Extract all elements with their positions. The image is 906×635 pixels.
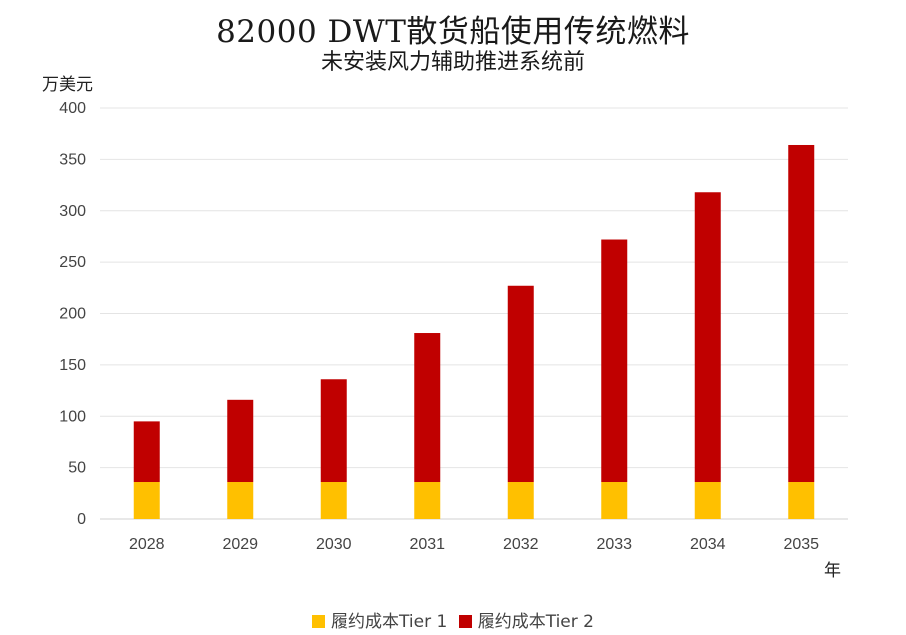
bar-tier2: [601, 239, 628, 483]
bar-tier1: [788, 482, 815, 519]
x-tick-label: 2033: [596, 536, 632, 553]
x-tick-label: 2031: [409, 536, 445, 553]
x-tick-label: 2034: [690, 536, 726, 553]
y-tick-label: 200: [59, 306, 86, 323]
legend-item-tier1: 履约成本Tier 1: [312, 607, 447, 632]
x-tick-label: 2035: [783, 536, 819, 553]
x-tick-label: 2028: [129, 536, 165, 553]
bar-tier1: [320, 482, 347, 519]
y-tick-label: 300: [59, 203, 86, 220]
y-tick-label: 0: [77, 511, 86, 528]
legend-swatch-tier2: [458, 615, 472, 628]
y-tick-label: 400: [59, 100, 86, 117]
x-tick-label: 2030: [316, 536, 352, 553]
legend-item-tier2: 履约成本Tier 2: [458, 607, 594, 632]
bar-tier2: [320, 379, 347, 483]
bar-tier1: [227, 482, 254, 519]
x-tick-label: 2032: [503, 536, 539, 553]
bar-tier2: [694, 192, 721, 483]
y-axis-label: 万美元: [42, 75, 93, 95]
bar-tier2: [507, 285, 534, 483]
bar-tier2: [227, 399, 254, 483]
chart-subtitle: 未安装风力辅助推进系统前: [320, 50, 585, 75]
y-tick-label: 250: [59, 254, 86, 271]
bar-tier1: [414, 482, 441, 519]
bar-tier2: [133, 421, 160, 483]
bar-tier2: [788, 144, 815, 483]
x-axis-label: 年: [824, 561, 841, 581]
y-tick-label: 50: [68, 460, 86, 477]
bar-tier2: [414, 333, 441, 483]
bar-tier1: [507, 482, 534, 519]
legend-label-tier1: 履约成本Tier 1: [331, 612, 448, 632]
y-tick-label: 150: [59, 357, 86, 374]
chart-title: 82000 DWT散货船使用传统燃料: [216, 14, 690, 50]
legend-label-tier2: 履约成本Tier 2: [477, 612, 594, 632]
bar-tier1: [601, 482, 628, 519]
y-tick-label: 100: [59, 408, 86, 425]
bar-tier1: [133, 482, 160, 519]
y-tick-label: 350: [59, 151, 86, 168]
legend: 履约成本Tier 1 履约成本Tier 2: [0, 607, 906, 632]
legend-swatch-tier1: [312, 615, 326, 628]
bar-tier1: [694, 482, 721, 519]
x-tick-label: 2029: [222, 536, 258, 553]
